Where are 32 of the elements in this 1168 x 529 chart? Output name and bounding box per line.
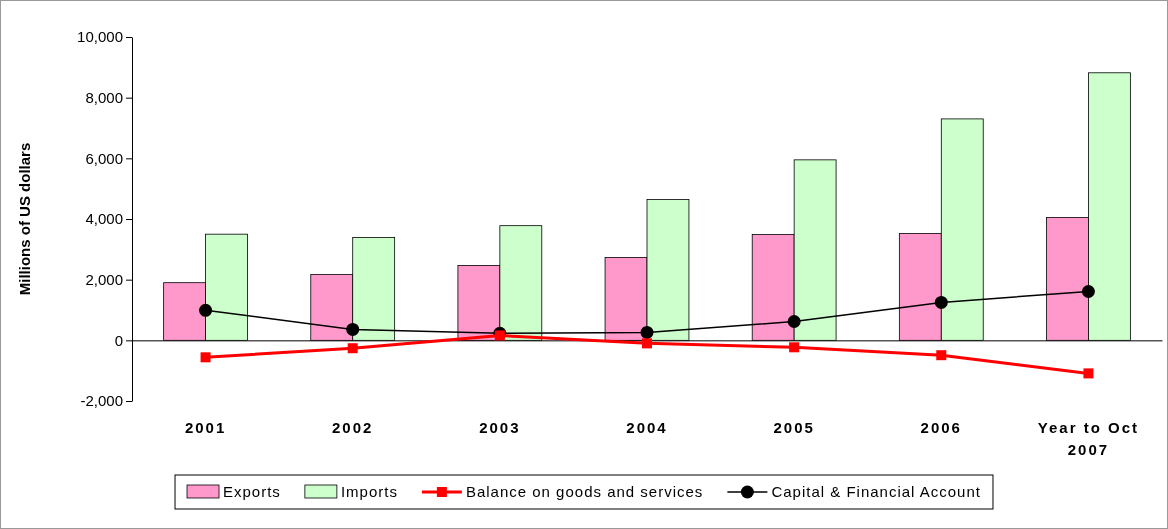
- y-tick-label: 8,000: [85, 88, 123, 106]
- point: [1081, 285, 1095, 298]
- legend-label: Balance on goods and services: [465, 483, 704, 500]
- x-tick-label: 2004: [626, 419, 668, 436]
- x-tick-label: 2006: [920, 419, 962, 436]
- x-tick-label: 2003: [479, 419, 521, 436]
- point: [936, 350, 947, 361]
- legend-label: Capital & Financial Account: [771, 483, 981, 500]
- legend-label: Exports: [223, 483, 281, 500]
- legend-label: Imports: [340, 483, 398, 500]
- x-tick-label: 2002: [332, 419, 374, 436]
- point: [640, 325, 654, 339]
- point: [199, 303, 213, 317]
- x-tick-label: Year to Oct 2007: [1037, 419, 1140, 458]
- point: [642, 338, 652, 349]
- point: [200, 352, 211, 363]
- point: [346, 322, 360, 336]
- y-tick-label: 10,000: [77, 28, 123, 46]
- y-tick-label: 4,000: [85, 210, 123, 228]
- y-tick-label: -2,000: [80, 392, 123, 410]
- point: [934, 295, 948, 309]
- y-axis-title: Millions of US dollars: [16, 142, 33, 296]
- x-tick-label: 2001: [184, 419, 227, 436]
- x-tick-label: 2005: [773, 419, 815, 436]
- point: [494, 330, 505, 341]
- point: [1083, 368, 1094, 379]
- point: [789, 342, 800, 353]
- y-tick-label: 0: [114, 331, 123, 349]
- y-tick-label: 2,000: [85, 270, 123, 288]
- point: [347, 343, 358, 354]
- point: [787, 315, 801, 329]
- y-tick-label: 6,000: [85, 149, 123, 167]
